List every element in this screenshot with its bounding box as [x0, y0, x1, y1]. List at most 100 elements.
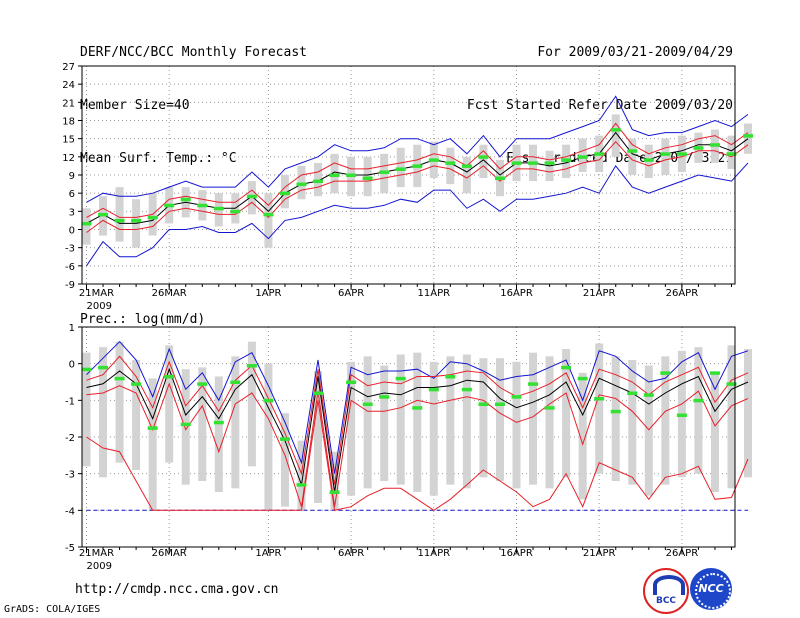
prec-spread-box: [661, 356, 670, 485]
forecast-period: For 2009/03/21-2009/04/29: [537, 45, 733, 60]
prec-xtick-label: 26MAR: [152, 548, 187, 559]
temp-spread-box: [115, 187, 124, 242]
prec-xtick-label: 11APR: [418, 548, 451, 559]
temp-observed-marker: [296, 182, 307, 187]
prec-observed-marker: [230, 380, 241, 384]
prec-ytick-label: -5: [65, 543, 75, 554]
prec-ytick-label: -4: [65, 506, 75, 517]
temp-observed-marker: [461, 164, 472, 168]
temp-ytick-label: 24: [62, 80, 75, 91]
prec-observed-marker: [412, 406, 423, 410]
prec-observed-marker: [511, 395, 522, 399]
temp-observed-marker: [709, 143, 720, 147]
temp-observed-marker: [395, 167, 406, 171]
prec-spread-box: [694, 347, 703, 474]
temp-observed-marker: [627, 149, 638, 153]
prec-spread-box: [363, 356, 372, 489]
prec-title: Prec.: log(mm/d): [80, 312, 205, 327]
prec-observed-marker: [693, 398, 704, 403]
prec-observed-marker: [346, 380, 357, 384]
temp-observed-marker: [511, 161, 522, 165]
prec-observed-marker: [296, 483, 307, 487]
prec-xtick-label: 1APR: [255, 548, 281, 559]
temp-xtick-label: 6APR: [338, 288, 364, 299]
grads-credit: GrADS: COLA/IGES: [4, 604, 101, 615]
prec-spread-box: [744, 349, 753, 478]
prec-spread-box: [165, 345, 174, 463]
temp-ytick-label: 15: [62, 135, 75, 146]
prec-spread-box: [297, 440, 306, 511]
prec-observed-marker: [610, 409, 621, 414]
temp-observed-marker: [362, 176, 373, 181]
temp-xtick-label: 26APR: [666, 288, 699, 299]
prec-xtick-label: 26APR: [666, 548, 699, 559]
prec-ytick-label: 1: [69, 323, 75, 334]
prec-spread-box: [280, 413, 289, 507]
temp-spread-box: [611, 114, 620, 157]
temp-frame: [81, 65, 736, 285]
temp-observed-marker: [693, 146, 704, 150]
temp-observed-marker: [577, 155, 588, 159]
prec-observed-marker: [147, 426, 158, 430]
prec-spread-box: [644, 365, 653, 496]
prec-spread-box: [495, 358, 504, 481]
temp-spread-box: [297, 165, 306, 200]
temp-observed-marker: [98, 212, 109, 217]
temp-observed-marker: [660, 152, 671, 156]
temp-xtick-label: 11APR: [418, 288, 451, 299]
prec-observed-marker: [561, 365, 572, 370]
prec-observed-marker: [197, 382, 208, 386]
bcc-emblem-icon: [653, 575, 685, 595]
prec-ytick-label: -1: [65, 396, 75, 407]
source-url[interactable]: http://cmdp.ncc.cma.gov.cn: [75, 582, 279, 597]
temp-ytick-label: -6: [65, 262, 75, 273]
prec-observed-marker: [428, 387, 439, 392]
prec-spread-box: [710, 372, 719, 492]
prec-spread-box: [578, 372, 587, 500]
prec-spread-box: [198, 367, 207, 481]
temp-spread-box: [363, 156, 372, 197]
prec-spread-box: [330, 451, 339, 511]
ncc-globe-icon: [695, 573, 731, 609]
temp-series-lower-line: [86, 140, 749, 233]
prec-observed-marker: [709, 371, 720, 375]
temp-observed-marker: [412, 164, 423, 168]
prec-spread-box: [181, 369, 190, 485]
temp-spread-box: [396, 147, 405, 188]
prec-observed-marker: [313, 391, 324, 395]
temp-ytick-label: -9: [65, 280, 75, 291]
prec-series-upper-line: [86, 355, 749, 485]
temp-observed-marker: [478, 155, 489, 159]
temp-xtick-label: 21MAR: [79, 288, 114, 299]
temp-spread-box: [727, 135, 736, 169]
prec-observed-marker: [461, 387, 472, 392]
prec-spread-box: [214, 376, 223, 492]
temp-ytick-label: 21: [62, 98, 75, 109]
prec-xtick-label: 21APR: [583, 548, 616, 559]
prec-observed-marker: [246, 364, 257, 368]
temp-observed-marker: [263, 212, 274, 217]
prec-observed-marker: [726, 382, 737, 386]
temp-ytick-label: 18: [62, 117, 75, 128]
temp-ytick-label: 12: [62, 153, 75, 164]
temp-observed-marker: [81, 221, 92, 226]
prec-observed-marker: [164, 375, 175, 379]
temp-series-min-line: [86, 162, 749, 267]
prec-spread-box: [529, 352, 538, 485]
header-left: DERF/NCC/BCC Monthly Forecast Member Siz…: [80, 10, 307, 186]
prec-observed-marker: [362, 402, 373, 406]
temp-observed-marker: [246, 194, 257, 199]
temp-observed-marker: [230, 209, 241, 214]
prec-spread-box: [595, 343, 604, 474]
prec-spread-box: [562, 349, 571, 478]
prec-spread-box: [314, 371, 323, 503]
temp-spread-box: [280, 175, 289, 209]
prec-ytick-label: 0: [69, 360, 75, 371]
ncc-logo-text: NCC: [698, 582, 724, 595]
prec-observed-marker: [395, 376, 406, 381]
member-size: Member Size=40: [80, 98, 190, 113]
prec-spread-box: [727, 345, 736, 489]
prec-spread-box: [99, 347, 108, 478]
temp-spread-box: [446, 147, 455, 185]
